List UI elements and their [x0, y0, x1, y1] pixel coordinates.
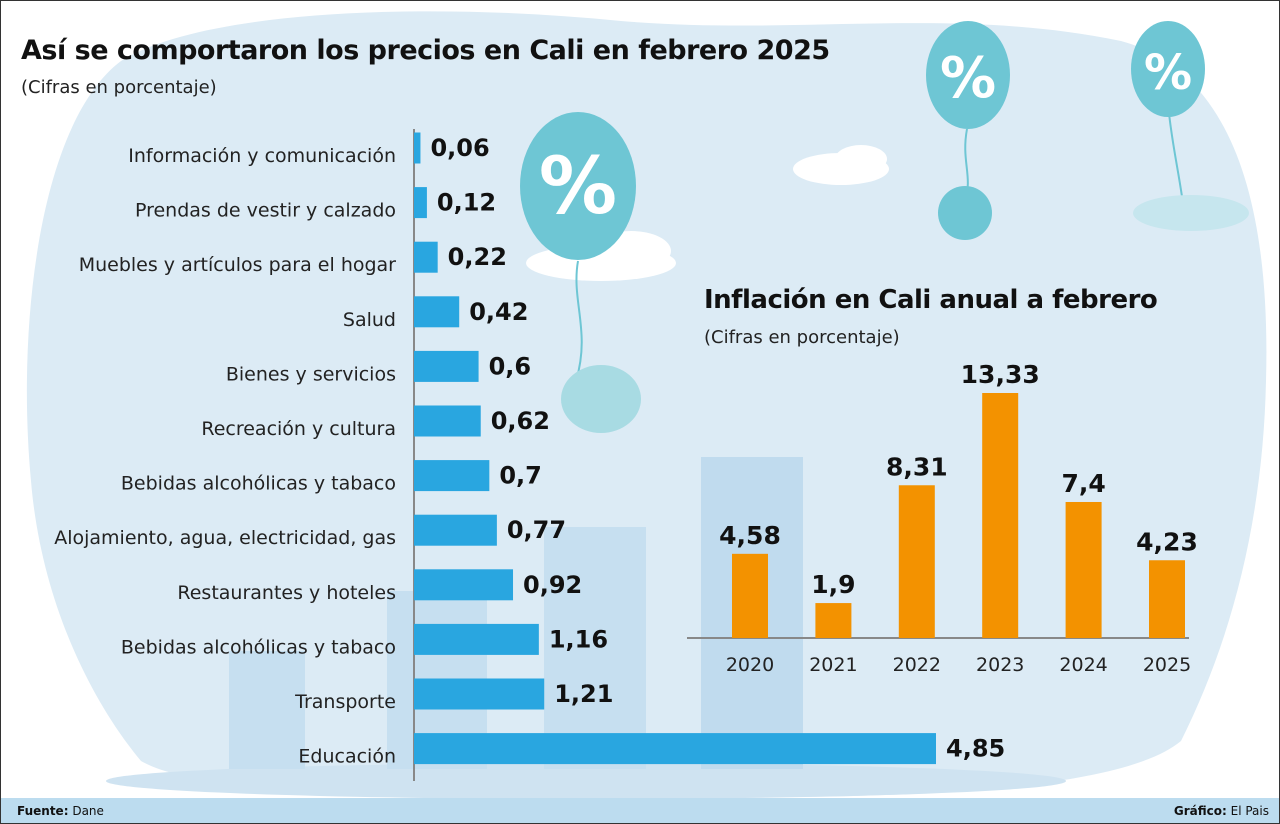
category-label: Bebidas alcohólicas y tabaco [121, 636, 396, 658]
data-label: 7,4 [1061, 469, 1105, 498]
bar [414, 405, 481, 437]
data-label: 1,9 [811, 570, 855, 599]
footer: Fuente: Dane Gráfico: El Pais [1, 798, 1279, 823]
inflation-chart-subtitle: (Cifras en porcentaje) [704, 327, 900, 348]
bar [414, 733, 936, 765]
data-label: 0,42 [469, 298, 528, 326]
bar [414, 296, 460, 328]
year-label: 2025 [1143, 654, 1191, 676]
source: Dane [72, 804, 104, 818]
bar [732, 553, 768, 638]
data-label: 0,6 [489, 352, 532, 380]
data-label: 0,22 [448, 243, 507, 271]
percent-balloon-icon: % [520, 112, 641, 433]
svg-text:%: % [539, 142, 617, 232]
bar [414, 569, 514, 601]
data-label: 0,77 [507, 516, 566, 544]
credit-label: Gráfico: [1173, 804, 1227, 818]
bar [414, 678, 545, 710]
bar [982, 393, 1019, 638]
data-label: 0,92 [523, 571, 582, 599]
year-label: 2022 [893, 654, 941, 676]
percent-balloon-icon: % [926, 21, 1010, 240]
category-label: Salud [343, 309, 396, 331]
svg-text:%: % [1144, 45, 1192, 101]
category-label: Alojamiento, agua, electricidad, gas [54, 527, 396, 549]
source-label: Fuente: [17, 804, 69, 818]
bar [414, 187, 427, 219]
year-label: 2020 [726, 654, 774, 676]
data-label: 13,33 [961, 360, 1040, 389]
data-label: 8,31 [886, 452, 948, 481]
year-label: 2023 [976, 654, 1024, 676]
deco-column [544, 527, 646, 769]
bar [414, 241, 438, 273]
category-label: Educación [298, 746, 396, 768]
category-label: Bienes y servicios [226, 363, 396, 385]
year-label: 2024 [1059, 654, 1107, 676]
data-label: 1,16 [549, 625, 608, 653]
category-label: Prendas de vestir y calzado [135, 200, 396, 222]
credit: El Pais [1230, 804, 1269, 818]
bar [414, 132, 421, 164]
data-label: 0,12 [437, 189, 496, 217]
chart-subtitle: (Cifras en porcentaje) [21, 77, 217, 98]
category-label: Restaurantes y hoteles [177, 582, 396, 604]
percent-balloon-icon: % [1131, 21, 1249, 231]
data-label: 4,58 [719, 521, 781, 550]
data-label: 0,62 [491, 407, 550, 435]
category-label: Muebles y artículos para el hogar [79, 254, 396, 276]
bar [414, 623, 539, 655]
bar [1149, 560, 1185, 638]
data-label: 0,7 [499, 462, 542, 490]
category-label: Recreación y cultura [201, 418, 396, 440]
inflation-chart-title: Inflación en Cali anual a febrero [704, 285, 1158, 315]
data-label: 4,23 [1136, 527, 1198, 556]
category-label: Transporte [294, 691, 396, 713]
deco-column [229, 651, 305, 769]
chart-title: Así se comportaron los precios en Cali e… [21, 35, 830, 66]
data-label: 0,06 [430, 134, 489, 162]
bar [898, 485, 935, 638]
bar [414, 514, 497, 546]
category-label: Bebidas alcohólicas y tabaco [121, 473, 396, 495]
year-label: 2021 [809, 654, 857, 676]
bar [414, 460, 490, 492]
svg-text:%: % [940, 46, 996, 111]
data-label: 4,85 [946, 735, 1005, 763]
bar [1065, 501, 1102, 638]
category-label: Información y comunicación [128, 145, 396, 167]
bar [815, 603, 852, 638]
data-label: 1,21 [554, 680, 613, 708]
ground-shadow [106, 763, 1066, 799]
bar [414, 350, 479, 382]
